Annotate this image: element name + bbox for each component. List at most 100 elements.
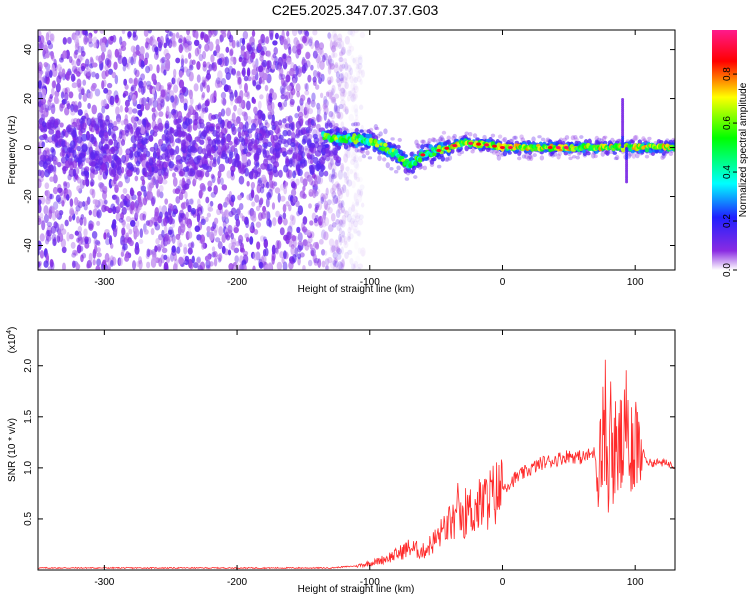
spec-noise-cell (347, 71, 352, 80)
spec-noise-cell (170, 95, 175, 103)
spec-band-cell (152, 131, 158, 137)
spec-noise-cell (350, 154, 357, 163)
spec-noise-cell (53, 236, 57, 246)
spec-noise-cell (279, 251, 284, 259)
spec-band-cell (130, 126, 134, 134)
spec-noise-cell (64, 131, 69, 138)
spec-band-cell (107, 122, 114, 130)
spec-echo-cell (432, 157, 437, 162)
spec-noise-cell (82, 179, 86, 186)
spec-noise-cell (68, 215, 72, 222)
spec-noise-cell (331, 162, 337, 173)
spec-noise-cell (229, 49, 234, 57)
spec-band-cell (271, 124, 276, 131)
spec-noise-cell (308, 191, 313, 197)
spec-band-cell (206, 150, 212, 159)
spec-noise-cell (230, 97, 234, 106)
spec-noise-cell (352, 118, 358, 128)
spec-noise-cell (92, 259, 96, 266)
spec-noise-cell (82, 79, 87, 86)
spec-noise-cell (215, 77, 221, 85)
spec-noise-cell (235, 208, 241, 216)
spec-noise-cell (186, 176, 190, 184)
spec-noise-cell (94, 239, 101, 246)
spec-noise-cell (120, 194, 125, 200)
spec-noise-cell (338, 227, 343, 236)
spec-noise-cell (134, 210, 139, 219)
spec-noise-cell (289, 98, 295, 106)
spec-noise-cell (134, 245, 140, 255)
spec-noise-cell (257, 43, 262, 51)
spec-noise-cell (184, 183, 190, 190)
spec-noise-cell (146, 80, 152, 87)
spec-noise-cell (207, 203, 212, 212)
spec-noise-cell (333, 257, 339, 263)
spec-ytick-label: 20 (23, 93, 34, 105)
spec-noise-cell (62, 37, 67, 45)
spec-noise-cell (148, 135, 154, 142)
spec-noise-cell (271, 92, 278, 101)
spec-noise-cell (265, 36, 270, 45)
spec-noise-cell (194, 111, 199, 122)
spec-noise-cell (331, 183, 337, 193)
spec-band-cell (86, 117, 92, 127)
spec-noise-cell (303, 30, 308, 36)
spec-noise-cell (95, 72, 100, 80)
spec-noise-cell (188, 231, 193, 239)
spec-noise-cell (334, 93, 340, 99)
spec-noise-cell (50, 104, 56, 115)
spec-band-cell (41, 141, 46, 148)
spec-noise-cell (232, 56, 237, 65)
spec-noise-cell (50, 225, 57, 235)
spec-noise-cell (108, 235, 113, 246)
spec-noise-cell (197, 198, 201, 206)
spec-noise-cell (141, 97, 147, 107)
spec-noise-cell (246, 194, 252, 201)
spec-noise-cell (296, 105, 301, 112)
spec-noise-cell (41, 41, 48, 50)
spec-band-cell (233, 159, 240, 168)
spec-noise-cell (359, 79, 363, 85)
spec-noise-cell (312, 188, 317, 199)
spec-band-cell (254, 171, 261, 178)
spec-noise-cell (280, 35, 285, 46)
spec-band-cell (136, 147, 141, 157)
spec-noise-cell (201, 91, 206, 99)
spec-noise-cell (339, 64, 343, 73)
spec-noise-cell (345, 166, 350, 172)
spec-band-cell (244, 167, 249, 177)
spec-noise-cell (307, 237, 313, 243)
spec-band-cell (242, 124, 247, 133)
spec-echo-cell (359, 129, 364, 133)
spec-band-cell (118, 131, 123, 140)
spec-noise-cell (276, 240, 282, 250)
spec-band-cell (121, 154, 127, 164)
spec-noise-cell (352, 75, 357, 83)
spec-noise-cell (195, 257, 201, 267)
spec-noise-cell (185, 198, 189, 207)
spec-noise-cell (46, 229, 50, 237)
spec-noise-cell (132, 119, 137, 129)
spec-noise-cell (96, 258, 102, 267)
spec-noise-cell (340, 87, 346, 94)
spec-noise-cell (226, 194, 232, 203)
spec-noise-cell (83, 204, 88, 211)
spec-band-cell (38, 160, 45, 167)
spec-noise-cell (339, 87, 346, 97)
snr-xlabel: Height of straight line (km) (298, 584, 415, 595)
spec-noise-cell (159, 58, 165, 64)
spec-band-cell (161, 134, 167, 141)
spec-echo-cell (532, 153, 537, 158)
spec-noise-cell (274, 247, 279, 254)
spec-noise-cell (101, 70, 107, 80)
spec-noise-cell (353, 218, 358, 228)
spec-noise-cell (318, 42, 325, 50)
spec-noise-cell (140, 59, 145, 69)
spec-noise-cell (206, 84, 211, 93)
spec-noise-cell (136, 103, 142, 110)
spec-band-cell (116, 166, 122, 176)
spec-noise-cell (311, 92, 316, 102)
spec-noise-cell (56, 64, 62, 72)
spec-noise-cell (351, 201, 355, 212)
spec-noise-cell (130, 84, 137, 92)
